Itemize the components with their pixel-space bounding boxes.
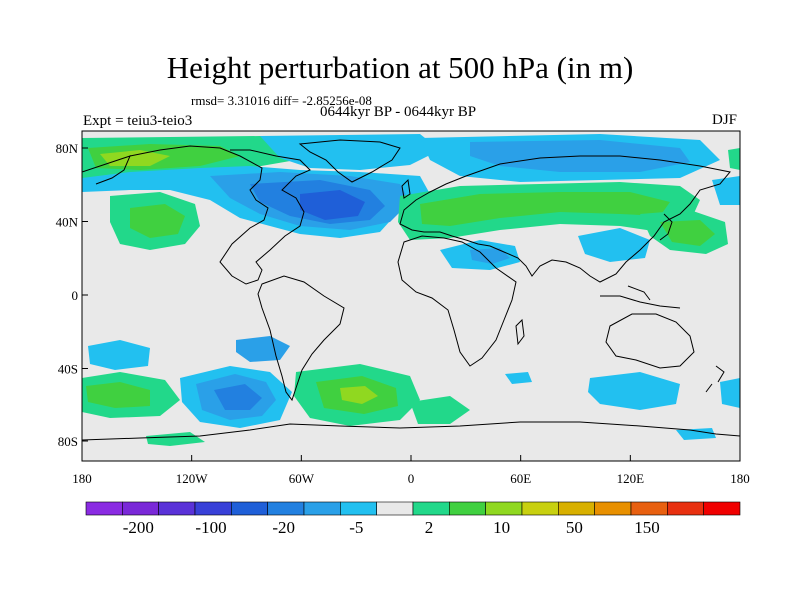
colorbar-label: 50 [565,518,583,537]
colorbar [85,501,741,516]
contour-pacific-green [130,204,185,238]
x-tick-label: 120W [176,471,209,486]
coast-alaska [82,155,131,185]
colorbar-swatch [594,501,632,516]
y-tick-label: 0 [72,288,79,303]
season-label: DJF [712,112,738,128]
coast-greenland [298,139,401,183]
contour-ross-lightblue [676,428,716,440]
colorbar-label: -200 [122,518,154,537]
coast-eurasia [399,155,731,283]
contour-south-pacific-midblue [214,384,262,410]
colorbar-swatch [158,501,196,516]
contour-asia-lightblue [578,228,650,262]
x-tick-label: 180 [72,471,92,486]
colorbar-swatch [376,501,414,516]
colorbar-swatch [449,501,486,516]
colorbar-swatch [303,501,341,516]
coast-antarctica [82,421,740,441]
contour-indian-teal [410,396,470,424]
colorbar-swatch [521,501,559,516]
coast-uk [401,178,411,199]
coast-africa [397,235,517,367]
colorbar-swatch [267,501,305,516]
contour-eurasia-green [420,192,670,226]
y-tick-label: 80N [56,141,79,156]
subtitle: 0644kyr BP - 0644kyr BP [320,104,477,120]
x-tick-label: 0 [408,471,415,486]
y-tick-label: 40S [58,362,78,377]
coast-japan [659,213,673,241]
colorbar-swatch [340,501,377,516]
coast-madagascar [515,318,525,346]
colorbar-swatch [231,501,268,516]
contour-south-atlantic-yellowgreen [340,386,378,404]
colorbar-swatch [558,501,595,516]
colorbar-swatch [85,501,123,516]
x-tick-label: 180 [730,471,750,486]
coast-new-zealand [705,365,725,393]
x-tick-label: 60W [289,471,315,486]
contour-antarctic-teal [146,432,205,446]
contour-indian-lightblue [588,372,680,410]
contour-arctic-yellowgreen [100,150,170,166]
experiment-label: Expt = teiu3-teio3 [83,113,193,129]
contour-na-darkblue [300,190,365,220]
x-tick-label: 120E [617,471,645,486]
colorbar-swatch [667,501,704,516]
contour-dateline-teal [728,148,740,170]
colorbar-label: -20 [272,518,295,537]
y-tick-label: 80S [58,434,78,449]
colorbar-swatch [630,501,668,516]
coast-australia [605,313,695,369]
contour-japan-green [660,220,715,246]
y-axis: 80N 40N 0 40S 80S [56,141,88,449]
stats-line: rmsd= 3.31016 diff= -2.85256e-08 [191,93,372,108]
contour-dateline-lightblue [712,176,740,205]
colorbar-swatch [122,501,159,516]
colorbar-label: 10 [493,518,511,537]
y-tick-label: 40N [56,215,79,230]
colorbar-label: -100 [195,518,227,537]
colorbar-label: 150 [634,518,660,537]
contour-sp-lightblue [88,340,150,370]
coast-north-america [129,145,311,285]
colorbar-label: 2 [424,518,434,537]
contour-south-green-west [86,382,150,408]
contour-southpacific-east-lightblue [720,378,740,408]
coastlines [82,139,740,441]
contour-sp-blue [236,336,290,362]
colorbar-label: -5 [349,518,364,537]
plot-title: Height perturbation at 500 hPa (in m) [166,50,634,85]
coast-south-america [257,275,345,402]
contour-south-africa-lightblue [505,372,532,384]
colorbar-swatch [194,501,232,516]
contour-fills [82,134,740,446]
colorbar-swatch [703,501,741,516]
coast-indonesia [600,285,681,309]
x-axis: 180 120W 60W 0 60E 120E 180 [72,455,750,486]
x-tick-label: 60E [510,471,531,486]
colorbar-swatch [485,501,523,516]
colorbar-swatch [412,501,450,516]
